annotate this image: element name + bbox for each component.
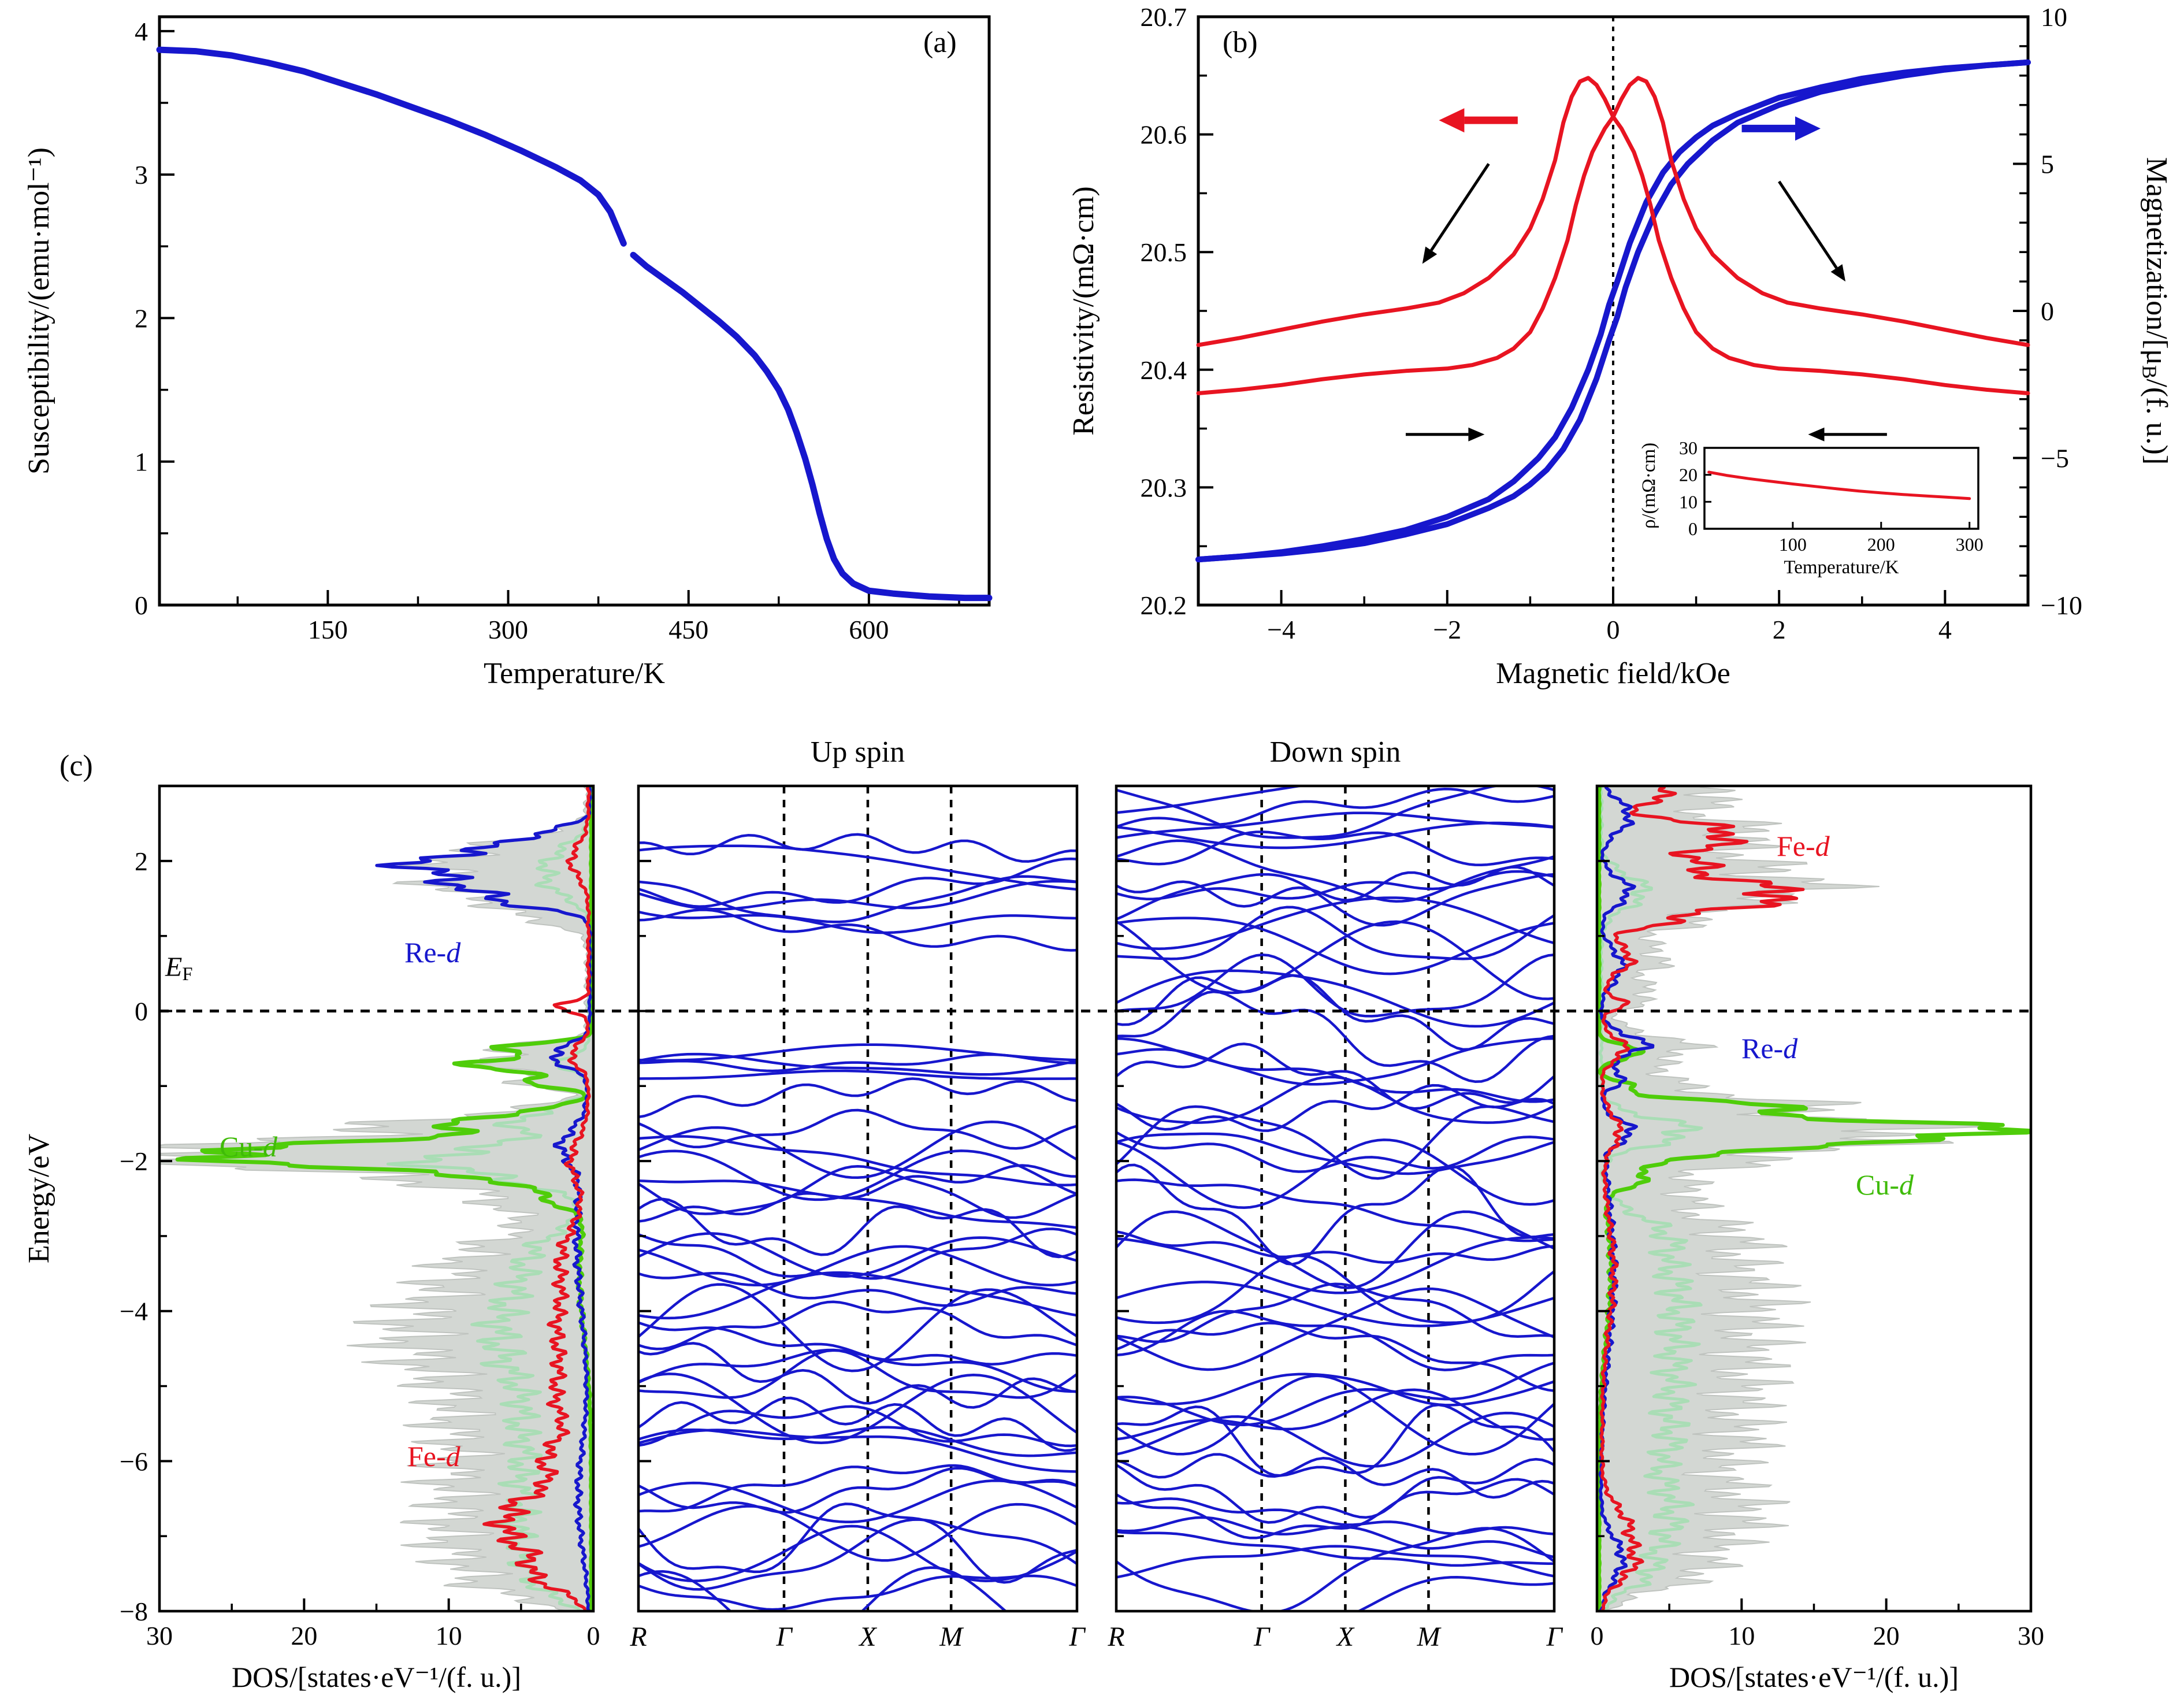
down-spin-title: Down spin (1269, 736, 1401, 769)
inset-y-axis-title: ρ/(mΩ·cm) (1639, 442, 1659, 529)
legend-re-d-right: Re-d (1741, 1032, 1798, 1064)
svg-text:300: 300 (1956, 534, 1984, 555)
svg-text:4: 4 (135, 17, 148, 46)
panel-b-right-y-axis-title: Magnetization/[μB/(f. u.)] (2138, 157, 2173, 465)
panel-a-label: (a) (923, 26, 957, 59)
up-spin-title: Up spin (810, 736, 905, 769)
svg-text:3: 3 (135, 160, 148, 190)
svg-text:−4: −4 (120, 1297, 148, 1326)
svg-text:100: 100 (1779, 534, 1807, 555)
svg-text:20: 20 (1679, 465, 1698, 485)
svg-text:10: 10 (436, 1621, 462, 1650)
svg-text:20.3: 20.3 (1141, 473, 1187, 502)
svg-text:−6: −6 (120, 1446, 148, 1476)
dos-left-x-axis-title: DOS/[states·eV⁻¹/(f. u.)] (232, 1661, 521, 1693)
svg-text:2: 2 (135, 303, 148, 333)
svg-text:−2: −2 (120, 1147, 148, 1176)
svg-text:2: 2 (1773, 615, 1786, 644)
svg-text:10: 10 (1679, 491, 1698, 512)
svg-text:30: 30 (146, 1621, 173, 1650)
svg-text:20.6: 20.6 (1141, 120, 1187, 150)
svg-text:−10: −10 (2041, 591, 2082, 620)
svg-text:0: 0 (135, 996, 148, 1026)
dos-right-x-axis-title: DOS/[states·eV⁻¹/(f. u.)] (1669, 1661, 1959, 1693)
svg-text:20: 20 (291, 1621, 317, 1650)
legend-fe-d-right: Fe-d (1777, 830, 1830, 862)
svg-text:−2: −2 (1433, 615, 1461, 644)
svg-text:0: 0 (1607, 615, 1620, 644)
panel-c-label: (c) (60, 750, 93, 782)
svg-text:Γ: Γ (1253, 1622, 1271, 1652)
svg-text:0: 0 (1591, 1621, 1604, 1650)
svg-text:20.4: 20.4 (1141, 355, 1187, 385)
svg-text:10: 10 (2041, 2, 2067, 32)
panel-b-left-y-axis-title: Resistivity/(mΩ·cm) (1067, 186, 1100, 436)
svg-text:30: 30 (2018, 1621, 2044, 1650)
svg-text:R: R (1107, 1622, 1124, 1652)
svg-text:X: X (858, 1622, 877, 1652)
svg-text:0: 0 (2041, 296, 2054, 326)
legend-cu-d-right: Cu-d (1856, 1168, 1914, 1201)
svg-text:−4: −4 (1267, 615, 1295, 644)
panel-a-x-axis-title: Temperature/K (484, 657, 665, 690)
panel-c-energy-axis-title: Energy/eV (23, 1133, 55, 1264)
svg-text:M: M (1416, 1622, 1442, 1652)
svg-text:300: 300 (488, 615, 528, 644)
svg-text:20.7: 20.7 (1141, 2, 1187, 32)
svg-text:1: 1 (135, 447, 148, 477)
inset-x-axis-title: Temperature/K (1784, 557, 1899, 578)
svg-text:150: 150 (308, 615, 348, 644)
svg-text:20: 20 (1873, 1621, 1900, 1650)
panel-b-label: (b) (1223, 26, 1258, 59)
legend-cu-d-left: Cu-d (220, 1130, 277, 1163)
legend-re-d-left: Re-d (404, 936, 461, 969)
svg-text:Γ: Γ (1546, 1622, 1563, 1652)
svg-text:0: 0 (135, 591, 148, 620)
svg-text:−5: −5 (2041, 444, 2069, 473)
svg-text:0: 0 (1688, 518, 1698, 539)
fermi-level-label: EF (165, 952, 193, 985)
legend-fe-d-left: Fe-d (407, 1440, 460, 1472)
svg-text:10: 10 (1728, 1621, 1755, 1650)
svg-text:2: 2 (135, 847, 148, 876)
svg-text:200: 200 (1867, 534, 1895, 555)
svg-text:5: 5 (2041, 150, 2054, 179)
svg-text:R: R (629, 1622, 647, 1652)
svg-text:M: M (939, 1622, 964, 1652)
svg-text:−8: −8 (120, 1597, 148, 1626)
svg-text:X: X (1336, 1622, 1355, 1652)
svg-text:Γ: Γ (775, 1622, 793, 1652)
svg-text:Γ: Γ (1068, 1622, 1086, 1652)
svg-text:20.2: 20.2 (1141, 591, 1187, 620)
svg-text:4: 4 (1938, 615, 1952, 644)
svg-text:600: 600 (849, 615, 889, 644)
svg-text:0: 0 (587, 1621, 600, 1650)
svg-text:30: 30 (1679, 437, 1698, 458)
svg-text:450: 450 (668, 615, 708, 644)
svg-text:20.5: 20.5 (1141, 238, 1187, 267)
panel-b-x-axis-title: Magnetic field/kOe (1496, 657, 1730, 690)
panel-a-y-axis-title: Susceptibility/(emu·mol⁻¹) (23, 147, 55, 474)
